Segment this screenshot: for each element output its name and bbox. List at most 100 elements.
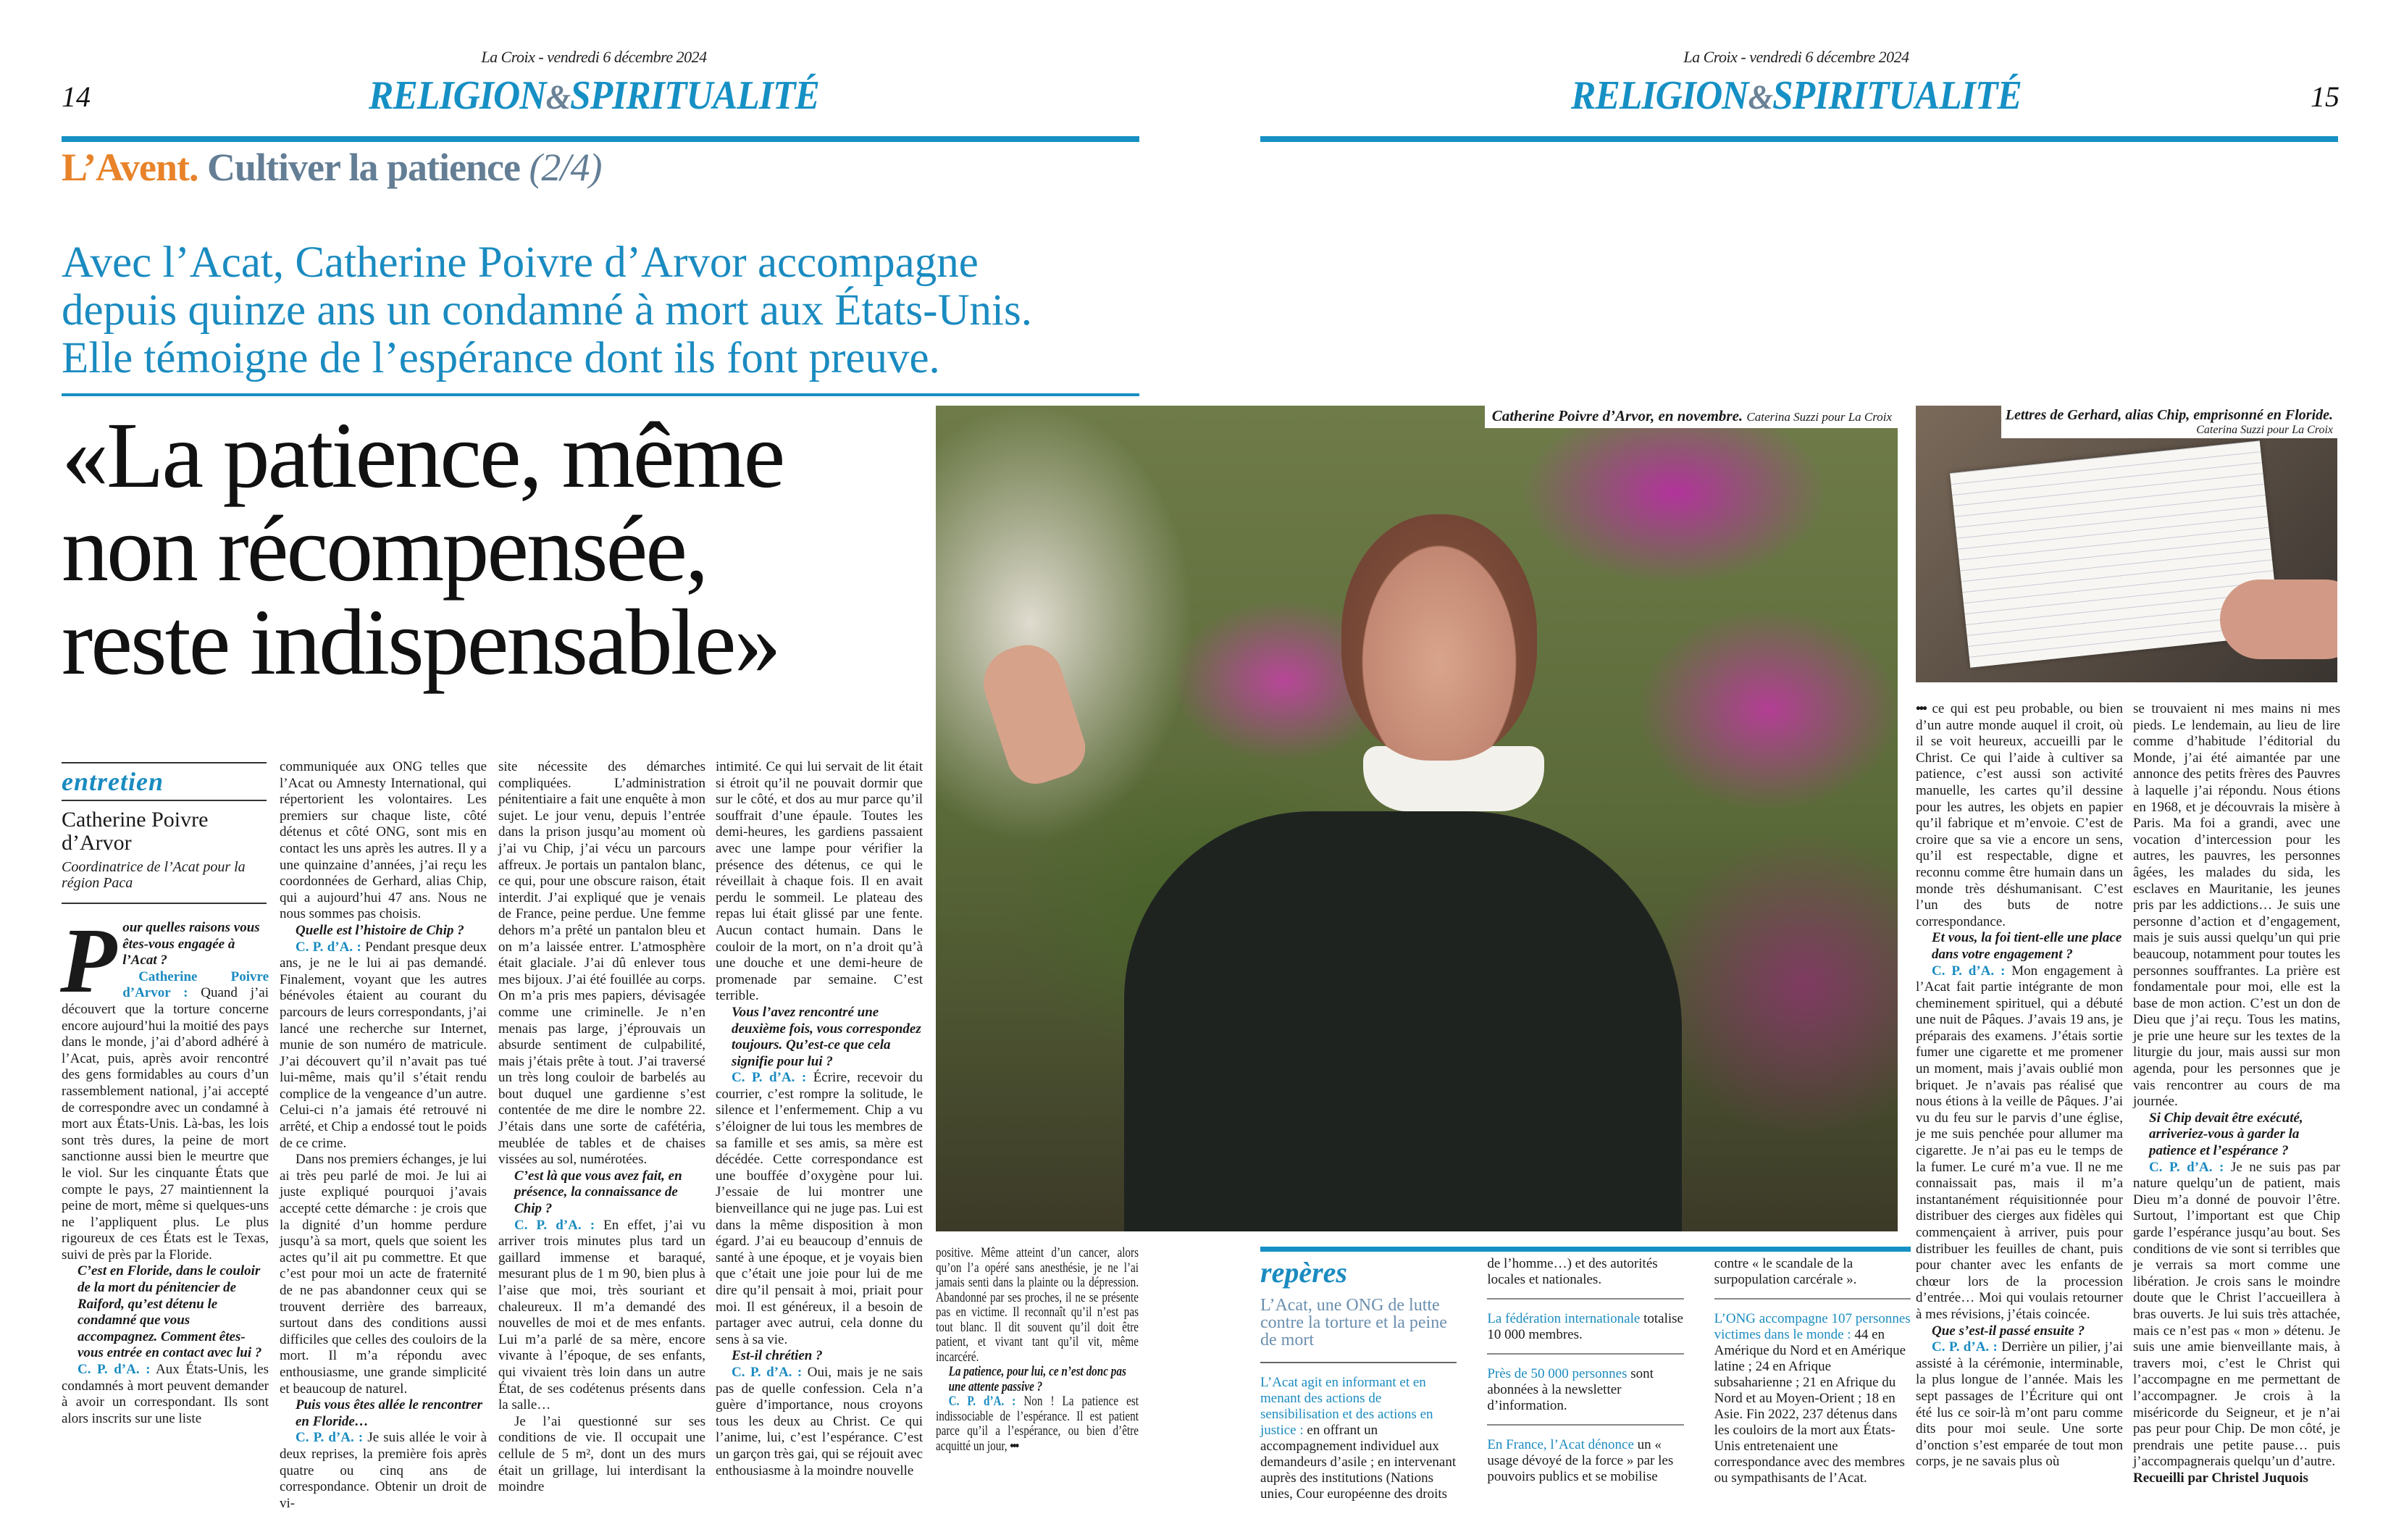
section-amp: & (1748, 78, 1773, 117)
paragraph-text: site nécessite des démarches compliquées… (498, 759, 705, 1168)
paragraph-text: ce qui est peu probable, ou bien d’un au… (1916, 701, 2124, 929)
interview-question: Quelle est l’histoire de Chip ? (296, 922, 464, 938)
caption-text: Lettres de Gerhard, alias Chip, emprison… (2005, 407, 2333, 423)
dateline: La Croix - vendredi 6 décembre 2024 (481, 48, 707, 66)
interview-answer: C. P. d’A. : Je ne suis pas par nature q… (2133, 1160, 2340, 1470)
speaker-label: C. P. d’A. : (514, 1217, 595, 1233)
standfirst-rule (62, 393, 1139, 396)
article-column: communiquée aux ONG telles que l’Acat ou… (280, 759, 487, 1512)
photo-credit: Caterina Suzzi pour La Croix (1746, 410, 1892, 424)
paragraph: site nécessite des démarches compliquées… (498, 759, 705, 1168)
section-part2: SPIRITUALITÉ (1772, 73, 2022, 118)
header-rule (1260, 136, 2338, 142)
interview-answer: C. P. d’A. : Oui, mais je ne sais pas de… (716, 1365, 923, 1479)
reperes-subtitle: L’Acat, une ONG de lutte contre la tortu… (1260, 1297, 1457, 1363)
paragraph: Je l’ai questionné sur ses conditions de… (498, 1414, 705, 1496)
speaker-label: C. P. d’A. : (732, 1364, 803, 1380)
dateline: La Croix - vendredi 6 décembre 2024 (1683, 48, 1909, 66)
reperes-item: La fédération internationale totalise 10… (1487, 1311, 1684, 1355)
section-part2: SPIRITUALITÉ (570, 73, 820, 118)
answer-text: Derrière un pilier, j’ai assisté à la cé… (1916, 1339, 2124, 1470)
interview-question: Est-il chrétien ? (732, 1348, 823, 1364)
photo-hand (2220, 579, 2337, 659)
reperes-text: 44 en Amérique du Nord et en Amérique la… (1714, 1327, 1906, 1486)
reperes-lead: L’ONG accompagne 107 personnes victimes … (1714, 1311, 1911, 1342)
interview-answer: C. P. d’A. : Aux États-Unis, les condamn… (62, 1362, 269, 1427)
reperes-lead: La fédération internationale (1487, 1311, 1641, 1326)
reperes-item: En France, l’Acat dénonce un « usage dév… (1487, 1256, 1911, 1524)
speaker-label: C. P. d’A. : (732, 1070, 807, 1086)
answer-text: En effet, j’ai vu arriver trois minutes … (498, 1217, 706, 1413)
interview-answer: C. P. d’A. : Derrière un pilier, j’ai as… (1916, 1339, 2123, 1470)
interview-question: Et vous, la foi tient-elle une place dan… (1932, 930, 2122, 962)
speaker-label: C. P. d’A. : (948, 1394, 1016, 1409)
standfirst: Avec l’Acat, Catherine Poivre d’Arvor ac… (62, 239, 1163, 382)
answer-text: Écrire, recevoir du courrier, c’est romp… (716, 1070, 923, 1347)
reperes-item: L’Acat agit en informant et en menant de… (1260, 1256, 1684, 1524)
interview-question: Si Chip devait être exécuté, arriveriez-… (2149, 1110, 2303, 1159)
section-title: RELIGION&SPIRITUALITÉ (1496, 72, 2096, 121)
interview-answer: C. P. d’A. : Écrire, recevoir du courrie… (716, 1070, 923, 1348)
standfirst-line: Elle témoigne de l’espérance dont ils fo… (62, 334, 940, 382)
photo-caption: Lettres de Gerhard, alias Chip, emprison… (2001, 406, 2337, 438)
interview-answer: Catherine Poivre d’Arvor : Quand j’ai dé… (62, 969, 269, 1264)
reperes-text: sont abonnées à la newsletter d’informat… (1487, 1366, 1654, 1413)
interviewee-role: Coordinatrice de l’Acat pour la région P… (62, 859, 267, 904)
letters-photo: Lettres de Gerhard, alias Chip, emprison… (1916, 406, 2337, 682)
reperes-lead: L’Acat agit en informant et en menant de… (1260, 1375, 1433, 1438)
answer-text: Non ! La patience est indissociable de l… (936, 1394, 1139, 1454)
paragraph-text: se trouvaient ni mes mains ni mes pieds.… (2133, 701, 2340, 1110)
speaker-label: C. P. d’A. : (1932, 1339, 1998, 1355)
photo-face (1341, 514, 1537, 761)
section-part1: RELIGION (1571, 73, 1748, 118)
speaker-label: C. P. d’A. : (78, 1362, 151, 1378)
paragraph-text: Dans nos premiers échanges, je lui ai tr… (280, 1152, 487, 1397)
reperes-title: repères (1260, 1256, 1347, 1289)
section-amp: & (545, 78, 571, 117)
kicker-series: Cultiver la patience (207, 146, 521, 189)
answer-text: Mon engagement à l’Acat fait partie inté… (1916, 963, 2124, 1322)
article-column: entretien Catherine Poivre d’Arvor Coord… (60, 762, 269, 1427)
interview-question: Vous l’avez rencontré une deuxième fois,… (732, 1004, 921, 1069)
kicker-part: (2/4) (529, 146, 602, 189)
article-column: positive. Même atteint d’un cancer, alor… (936, 1245, 1139, 1454)
photo-credit: Caterina Suzzi pour La Croix (2196, 424, 2333, 436)
answer-text: Oui, mais je ne sais pas de quelle confe… (716, 1364, 923, 1478)
paragraph-text: intimité. Ce qui lui servait de lit étai… (716, 759, 923, 1004)
answer-text: Pendant presque deux ans, je ne le lui a… (280, 939, 487, 1151)
reperes-lead: Près de 50 000 personnes (1487, 1366, 1628, 1381)
portrait-photo: Catherine Poivre d’Arvor, en novembre. C… (936, 406, 1898, 1231)
paragraph: intimité. Ce qui lui servait de lit étai… (716, 759, 923, 1005)
speaker-label: Catherine Poivre d’Arvor : (122, 968, 269, 1001)
interview-answer: C. P. d’A. : En effet, j’ai vu arriver t… (498, 1218, 705, 1414)
paragraph-text: Je l’ai questionné sur ses conditions de… (498, 1413, 705, 1495)
page-number: 15 (2311, 80, 2340, 113)
paragraph: communiquée aux ONG telles que l’Acat ou… (280, 759, 487, 923)
byline: Recueilli par Christel Juquois (2133, 1470, 2308, 1486)
interview-tag: entretien (62, 767, 164, 796)
speaker-label: C. P. d’A. : (296, 1430, 364, 1446)
answer-text: Aux États-Unis, les condamnés à mort peu… (62, 1362, 269, 1426)
question-text: our quelles raisons vous êtes-vous engag… (122, 920, 260, 968)
standfirst-line: Avec l’Acat, Catherine Poivre d’Arvor ac… (62, 238, 979, 287)
interviewee-name: Catherine Poivre d’Arvor (62, 800, 267, 855)
standfirst-line: depuis quinze ans un condamné à mort aux… (62, 286, 1032, 335)
paragraph-text: positive. Même atteint d’un cancer, alor… (936, 1245, 1139, 1365)
article-column: se trouvaient ni mes mains ni mes pieds.… (2133, 701, 2340, 1487)
paragraph: positive. Même atteint d’un cancer, alor… (936, 1245, 1139, 1365)
article-column: ••• ce qui est peu probable, ou bien d’u… (1916, 701, 2123, 1470)
article-column: intimité. Ce qui lui servait de lit étai… (716, 759, 923, 1479)
reperes-text: un « usage dévoyé de la force » par les … (1487, 1256, 1857, 1484)
speaker-label: C. P. d’A. : (2149, 1159, 2224, 1175)
paragraph-text: communiquée aux ONG telles que l’Acat ou… (280, 759, 487, 922)
answer-text: Quand j’ai découvert que la torture conc… (62, 985, 269, 1263)
kicker: L’Avent. Cultiver la patience (2/4) (62, 145, 602, 190)
interview-answer: C. P. d’A. : Je suis allée le voir à deu… (280, 1430, 487, 1512)
interview-answer: C. P. d’A. : Pendant presque deux ans, j… (280, 940, 487, 1152)
article-column: site nécessite des démarches compliquées… (498, 759, 705, 1496)
photo-figure (1124, 811, 1682, 1231)
photo-caption: Catherine Poivre d’Arvor, en novembre. C… (1484, 406, 1898, 428)
interview-question: Que s’est-il passé ensuite ? (1932, 1323, 2085, 1339)
reperes-item: L’ONG accompagne 107 personnes victimes … (1714, 1311, 1911, 1497)
